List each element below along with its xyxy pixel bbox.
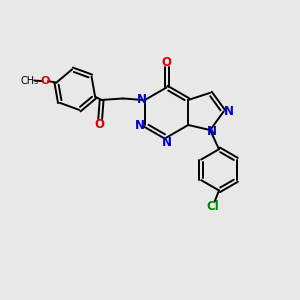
Text: N: N xyxy=(207,125,217,138)
Text: O: O xyxy=(162,56,172,69)
Text: N: N xyxy=(135,119,145,132)
Text: CH₃: CH₃ xyxy=(21,76,39,85)
Text: O: O xyxy=(94,118,105,130)
Text: N: N xyxy=(136,93,146,106)
Text: N: N xyxy=(224,105,233,118)
Text: O: O xyxy=(40,76,50,86)
Text: Cl: Cl xyxy=(207,200,220,213)
Text: N: N xyxy=(162,136,172,149)
